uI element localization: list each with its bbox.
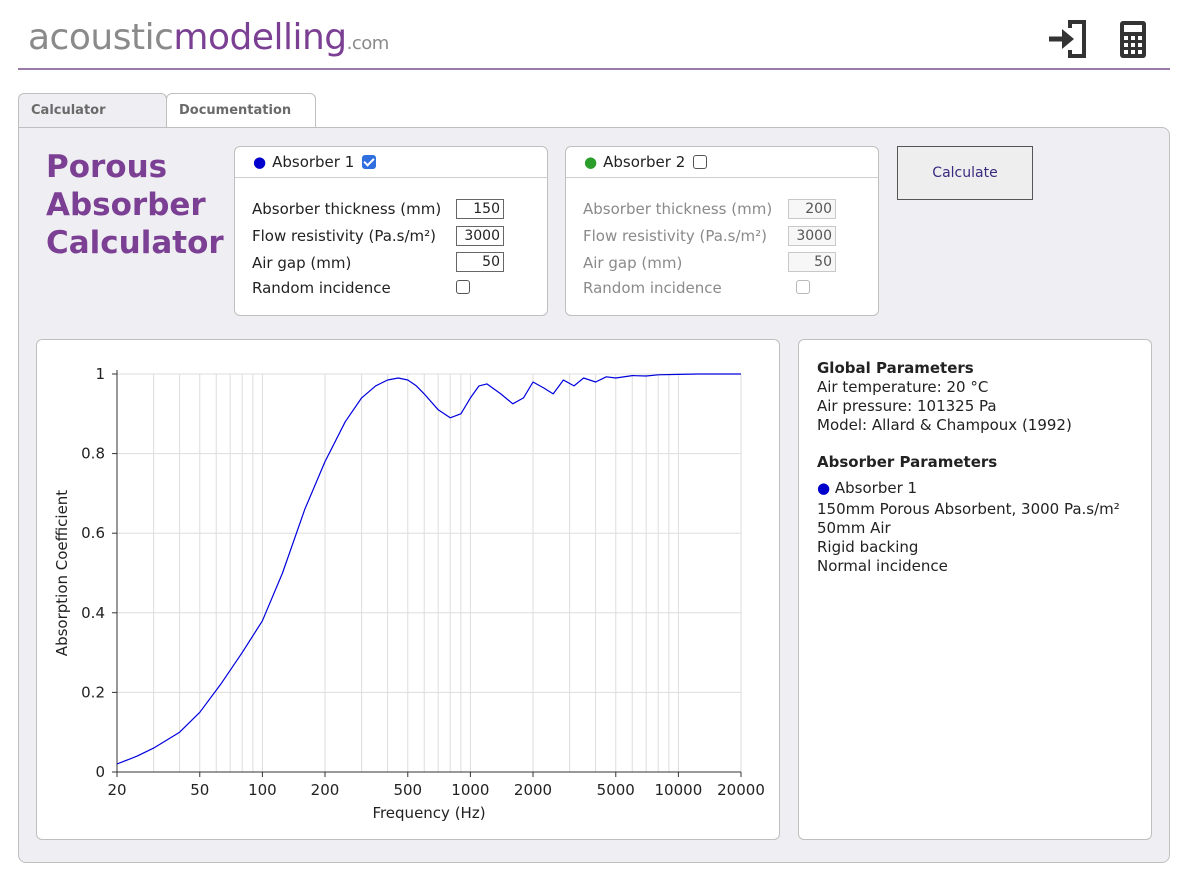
absorber-1-enable-checkbox[interactable] bbox=[362, 155, 377, 169]
absorber-2-airgap-label: Air gap (mm) bbox=[583, 254, 683, 272]
login-icon[interactable] bbox=[1046, 18, 1090, 60]
global-parameters-block: Global Parameters Air temperature: 20 °C… bbox=[817, 359, 1072, 435]
absorber-2-panel: ● Absorber 2 Absorber thickness (mm) 200 … bbox=[565, 146, 879, 316]
x-tick-label: 100 bbox=[248, 781, 277, 799]
y-tick-label: 0 bbox=[95, 763, 105, 781]
absorber-2-random-label: Random incidence bbox=[583, 279, 722, 297]
absorption-chart: 0 0.2 0.4 0.6 0.8 1 20 50 100 200 500 1000 2000 5000 1… bbox=[36, 339, 780, 840]
air-temperature-text: Air temperature: 20 °C bbox=[817, 378, 989, 396]
absorber-1-panel: ● Absorber 1 Absorber thickness (mm) 150 … bbox=[234, 146, 548, 316]
absorber-2-flow-input[interactable]: 3000 bbox=[788, 226, 836, 246]
absorber-2-random-checkbox[interactable] bbox=[796, 280, 810, 294]
absorber-2-thickness-label: Absorber thickness (mm) bbox=[583, 200, 773, 218]
absorber-1-header: ● Absorber 1 bbox=[235, 147, 547, 178]
y-tick-label: 0.4 bbox=[81, 604, 105, 622]
absorber-1-legend-dot-icon: ● bbox=[817, 479, 831, 497]
absorber-1-random-checkbox[interactable] bbox=[456, 280, 470, 294]
absorber-2-enable-checkbox[interactable] bbox=[693, 155, 708, 169]
absorber-2-thickness-input[interactable]: 200 bbox=[788, 199, 836, 219]
title-line-2: Absorber bbox=[46, 187, 206, 223]
series-line-absorber-1 bbox=[116, 373, 741, 765]
absorber-parameters-name: Absorber 1 bbox=[834, 479, 918, 497]
absorber-1-thickness-label: Absorber thickness (mm) bbox=[252, 200, 442, 218]
x-tick-label: 50 bbox=[190, 781, 209, 799]
parameters-panel: Global Parameters Air temperature: 20 °C… bbox=[798, 339, 1152, 840]
logo-part-com: .com bbox=[346, 33, 390, 54]
absorber-parameters-heading: Absorber Parameters bbox=[817, 453, 998, 471]
absorber-parameters-line-1: 150mm Porous Absorbent, 3000 Pa.s/m² bbox=[817, 500, 1120, 518]
tab-documentation[interactable]: Documentation bbox=[166, 93, 316, 127]
absorber-parameters-name-row: ● Absorber 1 bbox=[817, 479, 1120, 498]
y-tick-label: 0.2 bbox=[81, 683, 105, 701]
model-text: Model: Allard & Champoux (1992) bbox=[817, 416, 1072, 434]
absorber-1-flow-input[interactable]: 3000 bbox=[456, 226, 504, 246]
absorber-2-dot-icon: ● bbox=[584, 153, 598, 171]
logo-part-modelling: modelling bbox=[173, 17, 347, 58]
absorber-2-heading: Absorber 2 bbox=[603, 153, 686, 171]
absorber-1-flow-label: Flow resistivity (Pa.s/m²) bbox=[252, 227, 437, 245]
logo-part-acoustic: acoustic bbox=[28, 17, 174, 58]
air-pressure-text: Air pressure: 101325 Pa bbox=[817, 397, 997, 415]
x-tick-label: 2000 bbox=[514, 781, 552, 799]
absorber-1-random-label: Random incidence bbox=[252, 279, 391, 297]
absorber-2-airgap-input[interactable]: 50 bbox=[788, 252, 836, 272]
y-tick-label: 0.6 bbox=[81, 524, 105, 542]
site-logo[interactable]: acousticmodelling.com bbox=[28, 14, 389, 68]
title-line-3: Calculator bbox=[46, 225, 224, 261]
calculator-icon[interactable] bbox=[1117, 18, 1149, 60]
absorption-chart-svg: 0 0.2 0.4 0.6 0.8 1 20 50 100 200 500 1000 2000 5000 1… bbox=[53, 365, 765, 822]
global-parameters-heading: Global Parameters bbox=[817, 359, 974, 377]
absorber-parameters-block: Absorber Parameters ● Absorber 1 150mm P… bbox=[817, 453, 1120, 576]
x-tick-label: 20000 bbox=[717, 781, 765, 799]
x-tick-label: 20 bbox=[107, 781, 126, 799]
absorber-1-airgap-input[interactable]: 50 bbox=[456, 252, 504, 272]
absorber-1-thickness-input[interactable]: 150 bbox=[456, 199, 504, 219]
x-tick-label: 5000 bbox=[597, 781, 635, 799]
calculate-button[interactable]: Calculate bbox=[897, 146, 1033, 200]
absorber-1-dot-icon: ● bbox=[253, 153, 267, 171]
header-divider bbox=[18, 68, 1170, 70]
x-tick-label: 1000 bbox=[451, 781, 489, 799]
y-axis-label: Absorption Coefficient bbox=[53, 490, 71, 656]
x-axis-label: Frequency (Hz) bbox=[372, 804, 485, 822]
absorber-1-airgap-label: Air gap (mm) bbox=[252, 254, 352, 272]
x-tick-label: 500 bbox=[393, 781, 422, 799]
absorber-1-heading: Absorber 1 bbox=[272, 153, 355, 171]
page-title: Porous Absorber Calculator bbox=[46, 148, 226, 262]
x-tick-label: 10000 bbox=[655, 781, 703, 799]
absorber-2-flow-label: Flow resistivity (Pa.s/m²) bbox=[583, 227, 768, 245]
absorber-parameters-line-3: Rigid backing bbox=[817, 538, 919, 556]
x-tick-label: 200 bbox=[311, 781, 340, 799]
title-line-1: Porous bbox=[46, 149, 168, 185]
absorber-parameters-line-2: 50mm Air bbox=[817, 519, 891, 537]
y-tick-label: 1 bbox=[95, 365, 105, 383]
y-tick-label: 0.8 bbox=[81, 445, 105, 463]
absorber-2-header: ● Absorber 2 bbox=[566, 147, 878, 178]
absorber-parameters-line-4: Normal incidence bbox=[817, 557, 948, 575]
tab-calculator[interactable]: Calculator bbox=[18, 93, 167, 127]
